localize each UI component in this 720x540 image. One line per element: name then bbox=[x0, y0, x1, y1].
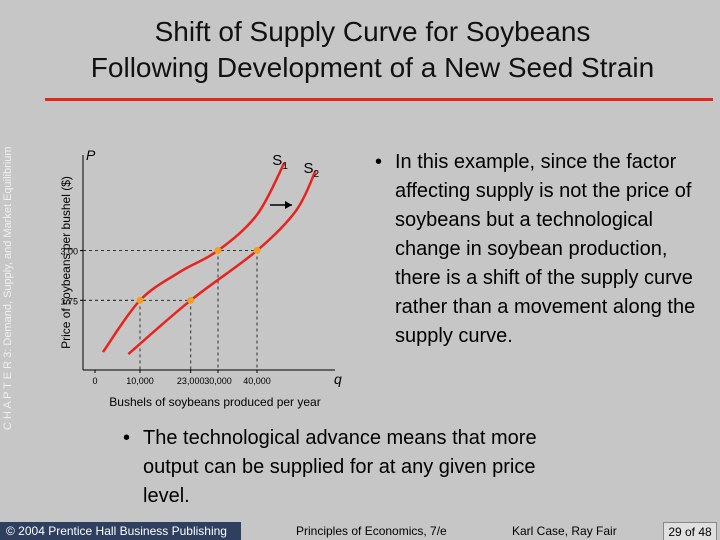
x-tick-label: 0 bbox=[92, 376, 97, 386]
footer-copyright: © 2004 Prentice Hall Business Publishing bbox=[0, 522, 241, 540]
footer-authors: Karl Case, Ray Fair bbox=[512, 524, 617, 538]
point bbox=[253, 247, 261, 255]
footer-book: Principles of Economics, 7/e bbox=[296, 524, 447, 538]
curve-subscript: 2 bbox=[314, 169, 320, 180]
supply-curve bbox=[101, 162, 286, 353]
supply-curve bbox=[127, 170, 317, 356]
y-tick-label: 1.75 bbox=[60, 296, 78, 306]
x-tick-label: 30,000 bbox=[204, 376, 232, 386]
curve-label: S2 bbox=[304, 160, 320, 180]
bullet: In this example, since the factor affect… bbox=[375, 148, 705, 351]
point bbox=[136, 296, 144, 304]
point bbox=[214, 247, 222, 255]
footer-page: 29 of 48 bbox=[663, 522, 717, 540]
curve-label: S1 bbox=[272, 152, 288, 172]
x-tick-label: 40,000 bbox=[243, 376, 271, 386]
bullet: The technological advance means that mor… bbox=[123, 424, 573, 511]
shift-arrowhead bbox=[285, 201, 292, 209]
point bbox=[187, 296, 195, 304]
x-symbol: q bbox=[334, 371, 342, 387]
chart: Pq Price of soybeans per bushel ($) Bushel… bbox=[59, 147, 342, 409]
x-axis-label: Bushels of soybeans produced per year bbox=[109, 395, 320, 409]
curve-name: S bbox=[304, 160, 314, 177]
title-line: Shift of Supply Curve for Soybeans bbox=[154, 16, 591, 47]
y-tick-label: 3.00 bbox=[60, 247, 78, 257]
title-line: Following Development of a New Seed Stra… bbox=[90, 52, 655, 83]
curve-name: S bbox=[272, 152, 282, 169]
y-axis-label: Price of soybeans per bushel ($) bbox=[59, 176, 73, 349]
curve-subscript: 1 bbox=[282, 161, 288, 172]
y-symbol: P bbox=[86, 147, 96, 163]
title-rule bbox=[45, 98, 713, 101]
x-tick-label: 23,000 bbox=[177, 376, 205, 386]
x-tick-label: 10,000 bbox=[126, 376, 154, 386]
